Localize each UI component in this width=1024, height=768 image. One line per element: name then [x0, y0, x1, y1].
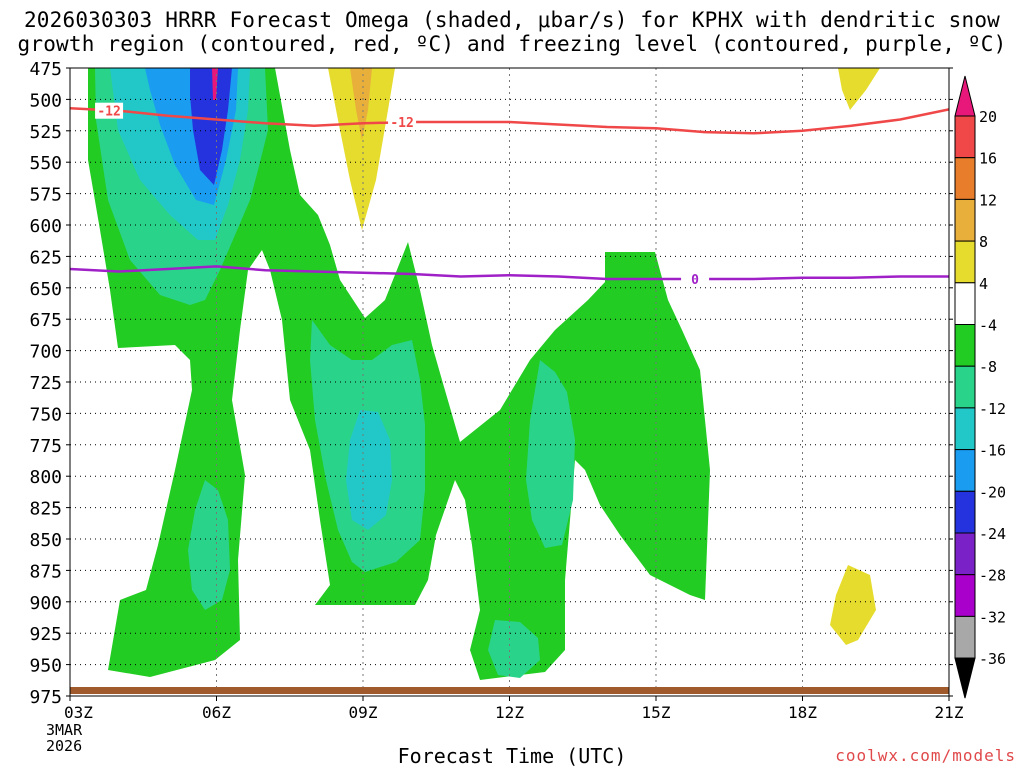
colorbar-swatch [954, 240, 976, 284]
y-tick-label: 775 [29, 436, 62, 457]
contour-label: -12 [97, 105, 120, 120]
colorbar-swatch [954, 449, 976, 492]
colorbar-swatch [954, 282, 976, 325]
omega-region-darkblue [190, 68, 232, 185]
x-tick-label: 09Z [349, 703, 378, 722]
omega-region-yellow-topright [838, 68, 880, 110]
colorbar-label: 12 [979, 191, 997, 209]
grid-lines [70, 68, 949, 696]
omega-region-cyan-mid [346, 410, 392, 530]
omega-region-seagreen-right [526, 360, 575, 548]
x-tick-label: 18Z [788, 703, 817, 722]
y-tick-label: 975 [29, 687, 62, 708]
colorbar-label: 4 [979, 275, 988, 293]
ground-strip [70, 687, 949, 694]
y-tick-label: 875 [29, 561, 62, 582]
colorbar: 20 16 12 8 4 -4 -8 -12 -16 -20 -24 -28 -32 -36 [954, 75, 1006, 699]
colorbar-label: -20 [979, 483, 1006, 501]
y-tick-label: 825 [29, 499, 62, 520]
omega-region-orange-top [350, 68, 372, 140]
colorbar-swatch [954, 574, 976, 617]
colorbar-label: 20 [979, 108, 997, 126]
chart-title-line1: 2026030303 HRRR Forecast Omega (shaded, … [23, 8, 1001, 32]
colorbar-label: -16 [979, 442, 1006, 460]
colorbar-swatch [954, 115, 976, 159]
credit-label: coolwx.com/models [835, 746, 1016, 765]
date-month-label: 3MAR [46, 721, 83, 739]
omega-region-seagreen-lower [188, 480, 230, 610]
contour-label: -12 [390, 116, 413, 131]
colorbar-label: -12 [979, 400, 1006, 418]
colorbar-swatch [954, 365, 976, 409]
y-tick-label: 900 [29, 593, 62, 614]
y-tick-label: 850 [29, 530, 62, 551]
chart-title-line2: growth region (contoured, red, ºC) and f… [17, 32, 1007, 56]
y-tick-label: 625 [29, 247, 62, 268]
colorbar-swatch [954, 198, 976, 242]
y-tick-label: 525 [29, 122, 62, 143]
y-tick-label: 600 [29, 216, 62, 237]
y-tick-label: 500 [29, 90, 62, 111]
contour-label-bg [95, 102, 124, 119]
x-tick-label: 03Z [64, 703, 93, 722]
freezing-level-contour-line [69, 265, 949, 281]
y-tick-label: 550 [29, 153, 62, 174]
colorbar-label: -24 [979, 525, 1006, 543]
colorbar-swatch [954, 324, 976, 367]
y-tick-label: 575 [29, 185, 62, 206]
y-tick-label: 750 [29, 404, 62, 425]
y-tick-label: 650 [29, 279, 62, 300]
x-tick-label: 15Z [642, 703, 671, 722]
dendritic-contour-line [69, 106, 950, 135]
colorbar-bottom-arrow [954, 657, 976, 699]
x-axis-title: Forecast Time (UTC) [397, 744, 627, 768]
date-year-label: 2026 [46, 737, 83, 755]
y-tick-label: 800 [29, 467, 62, 488]
colorbar-swatch [954, 615, 976, 659]
y-tick-label: 700 [29, 342, 62, 363]
y-tick-label: 925 [29, 624, 62, 645]
omega-region-seagreen-bottom [488, 620, 540, 678]
x-tick-label: 06Z [202, 703, 231, 722]
contour-label-bg [388, 114, 417, 131]
y-tick-label: 950 [29, 656, 62, 677]
colorbar-label: -8 [979, 358, 997, 376]
colorbar-label: 8 [979, 233, 988, 251]
x-tick-label: 12Z [495, 703, 524, 722]
omega-region-yellow-lowerright [830, 565, 876, 645]
colorbar-swatch [954, 532, 976, 576]
y-tick-label: 475 [29, 59, 62, 80]
colorbar-swatch [954, 490, 976, 534]
omega-region-yellow-top [328, 68, 395, 230]
colorbar-label: -28 [979, 567, 1006, 585]
contour-label: 0 [691, 273, 699, 288]
colorbar-label: -36 [979, 650, 1006, 668]
colorbar-swatch [954, 407, 976, 451]
colorbar-label: -4 [979, 317, 997, 335]
x-tick-label: 21Z [935, 703, 964, 722]
y-tick-label: 725 [29, 373, 62, 394]
y-tick-label: 675 [29, 310, 62, 331]
colorbar-swatch [954, 157, 976, 200]
contour-label-bg [681, 271, 710, 288]
colorbar-label: -32 [979, 608, 1006, 626]
colorbar-label: 16 [979, 150, 997, 168]
colorbar-top-arrow [954, 75, 976, 117]
